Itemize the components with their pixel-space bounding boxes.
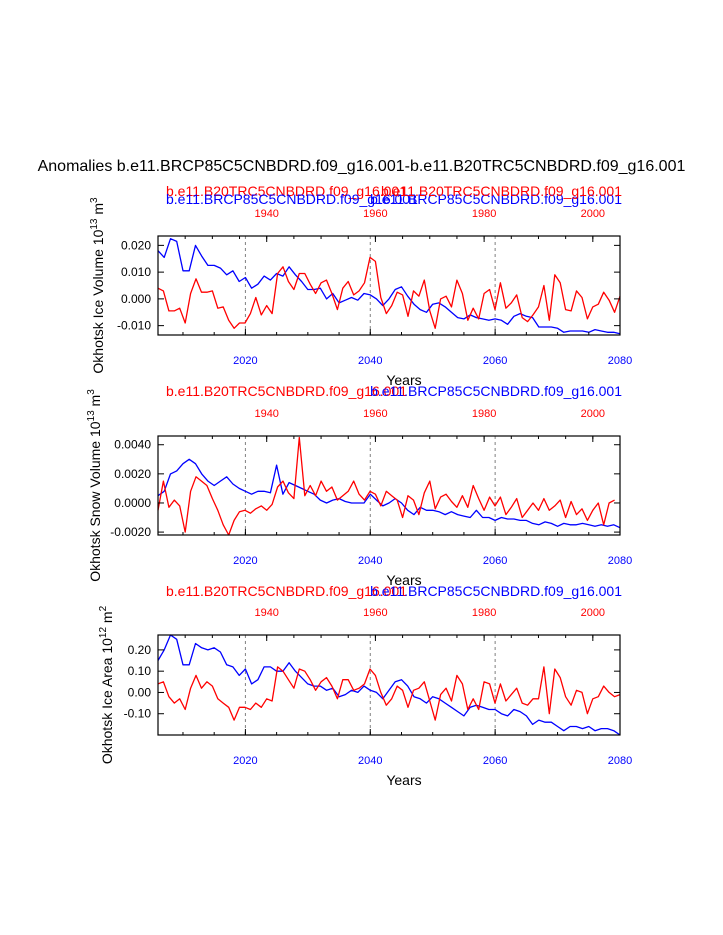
x-tick-label-top: 1980 [472, 208, 496, 220]
y-tick-label: 0.020 [121, 238, 151, 252]
x-tick-label-top: 1940 [254, 408, 278, 420]
x-tick-label-top: 2000 [581, 208, 605, 220]
y-axis-label: Okhotsk Ice Volume 1013 m3 [89, 197, 106, 374]
x-axis-label: Years [386, 772, 421, 788]
chart-panel-3: -0.10 0.00 0.10 0.20 2020 2040 2060 2080 1940 196… [98, 583, 632, 788]
y-tick-label: 0.0020 [114, 467, 151, 481]
y-tick-label: -0.0020 [110, 525, 151, 539]
plot-frame [157, 435, 621, 536]
x-tick-label-bottom: 2020 [233, 555, 257, 567]
y-tick-label: 0.10 [128, 664, 152, 678]
x-tick-label-bottom: 2080 [608, 755, 632, 767]
x-tick-label-bottom: 2080 [608, 355, 632, 367]
y-tick-label: -0.010 [117, 319, 151, 333]
panel-series-title: b.e11.B20TRC5CNBDRD.f09_g16.001 [166, 183, 407, 199]
y-tick-label: 0.00 [128, 685, 152, 699]
series-line-blue [157, 458, 621, 529]
y-tick-label: -0.10 [124, 707, 152, 721]
x-tick-label-bottom: 2040 [358, 555, 382, 567]
y-axis-label: Okhotsk Snow Volume 1013 m3 [86, 389, 103, 582]
x-tick-label-bottom: 2060 [483, 755, 507, 767]
series-line-blue [157, 238, 621, 335]
series-line-red [157, 666, 621, 721]
y-tick-label: 0.0000 [114, 496, 151, 510]
x-tick-label-bottom: 2020 [233, 355, 257, 367]
x-tick-label-top: 1980 [472, 607, 496, 619]
panel-series-title: b.e11.B20TRC5CNBDRD.f09_g16.001 [381, 183, 622, 199]
chart-panel-2: -0.0020 0.0000 0.0020 0.0040 2020 2040 2060 208… [86, 383, 632, 588]
x-tick-label-top: 1940 [254, 607, 278, 619]
panel-series-title: b.e11.B20TRC5CNBDRD.f09_g16.001 [166, 583, 407, 599]
panel-series-title: b.e11.BRCP85C5CNBDRD.f09_g16.001 [370, 191, 622, 207]
x-tick-label-top: 1940 [254, 208, 278, 220]
x-tick-label-top: 1960 [363, 607, 387, 619]
y-axis-label: Okhotsk Ice Area 1012 m2 [98, 605, 115, 764]
panel-series-title: b.e11.BRCP85C5CNBDRD.f09_g16.001 [166, 191, 418, 207]
x-tick-label-bottom: 2060 [483, 355, 507, 367]
plot-frame [157, 634, 621, 736]
plot-frame [157, 235, 621, 336]
x-tick-label-bottom: 2020 [233, 755, 257, 767]
series-line-red [157, 256, 621, 329]
x-tick-label-bottom: 2040 [358, 355, 382, 367]
x-tick-label-bottom: 2040 [358, 755, 382, 767]
x-axis-label: Years [386, 572, 421, 588]
x-axis-label: Years [386, 372, 421, 388]
y-tick-label: 0.000 [121, 292, 151, 306]
x-tick-label-top: 1980 [472, 408, 496, 420]
x-tick-label-bottom: 2080 [608, 555, 632, 567]
x-tick-label-top: 2000 [581, 408, 605, 420]
series-line-red [157, 436, 615, 536]
x-tick-label-top: 1960 [363, 408, 387, 420]
y-tick-label: 0.010 [121, 265, 151, 279]
x-tick-label-bottom: 2060 [483, 555, 507, 567]
x-tick-label-top: 1960 [363, 208, 387, 220]
x-tick-label-top: 2000 [581, 607, 605, 619]
chart-panel-1: -0.010 0.000 0.010 0.020 2020 2040 2060 2080 194… [89, 183, 632, 388]
panel-series-title: b.e11.BRCP85C5CNBDRD.f09_g16.001 [370, 583, 622, 599]
panel-series-title: b.e11.B20TRC5CNBDRD.f09_g16.001 [166, 383, 407, 399]
y-tick-label: 0.20 [128, 643, 152, 657]
series-line-blue [157, 634, 621, 736]
y-tick-label: 0.0040 [114, 438, 151, 452]
figure-title: Anomalies b.e11.BRCP85C5CNBDRD.f09_g16.0… [38, 158, 686, 175]
panel-series-title: b.e11.BRCP85C5CNBDRD.f09_g16.001 [370, 383, 622, 399]
